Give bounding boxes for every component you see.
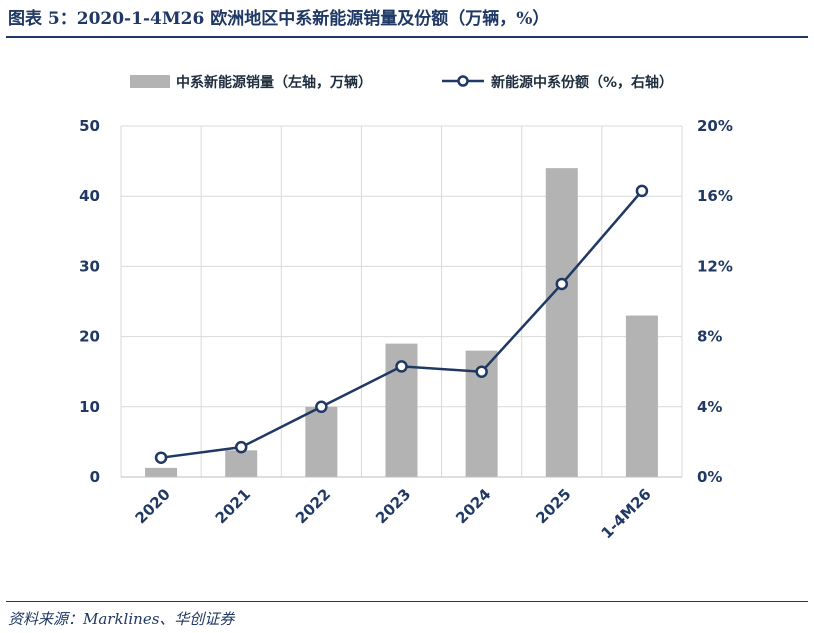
- left-axis-tick-label: 30: [79, 257, 100, 275]
- x-axis-tick-label: 2021: [212, 485, 254, 527]
- legend-line-marker: [457, 75, 469, 87]
- combo-chart: 中系新能源销量（左轴，万辆） 新能源中系份额（%，右轴） 0 10 20 30 40 50…: [79, 74, 733, 542]
- x-axis-tick-label: 2025: [532, 485, 574, 527]
- right-axis-tick-label: 16%: [697, 187, 733, 205]
- line-series: [154, 184, 649, 464]
- title-divider: [6, 36, 808, 38]
- bar-2021: [225, 450, 258, 477]
- figure-title: 图表 5：2020-1-4M26 欧洲地区中系新能源销量及份额（万辆，%）: [8, 9, 550, 29]
- x-axis-tick-label: 2024: [452, 485, 494, 527]
- line-point-2020: [154, 451, 168, 464]
- right-axis-tick-label: 4%: [697, 398, 722, 416]
- chart-legend: 中系新能源销量（左轴，万辆） 新能源中系份额（%，右轴）: [130, 74, 673, 91]
- line-point-2023: [395, 360, 408, 373]
- line-point-1-4M26: [635, 184, 649, 198]
- x-axis-tick-label: 2023: [372, 485, 414, 527]
- legend-bar-swatch: [130, 75, 170, 88]
- line-point-2024: [475, 365, 488, 378]
- left-axis-tick-label: 40: [79, 187, 100, 205]
- bar-2022: [305, 406, 338, 477]
- footer-divider: [6, 601, 808, 602]
- line-point-2025: [555, 277, 569, 291]
- left-axis-tick-label: 50: [79, 117, 100, 135]
- left-axis-tick-label: 10: [79, 398, 100, 416]
- left-axis-tick-label: 20: [79, 328, 100, 346]
- legend-bar-label: 中系新能源销量（左轴，万辆）: [176, 74, 372, 91]
- right-axis-tick-label: 0%: [697, 468, 722, 486]
- bar-2020: [145, 467, 178, 477]
- line-point-2021: [234, 440, 248, 454]
- right-axis-tick-label: 12%: [697, 257, 733, 275]
- grid-lines: [120, 125, 683, 478]
- bar-1-4M26: [625, 315, 658, 477]
- x-axis-tick-label: 1-4M26: [598, 485, 655, 542]
- legend-line-label: 新能源中系份额（%，右轴）: [491, 74, 673, 91]
- source-note: 资料来源：Marklines、华创证券: [8, 610, 235, 628]
- x-axis-tick-label: 2020: [132, 485, 174, 527]
- line-point-2022: [315, 400, 328, 414]
- bar-series: [145, 168, 658, 477]
- right-axis-tick-label: 20%: [697, 117, 733, 135]
- right-axis-tick-label: 8%: [697, 328, 722, 346]
- left-axis-tick-label: 0: [90, 468, 100, 486]
- bar-2025: [545, 168, 578, 477]
- x-axis-tick-label: 2022: [292, 485, 334, 527]
